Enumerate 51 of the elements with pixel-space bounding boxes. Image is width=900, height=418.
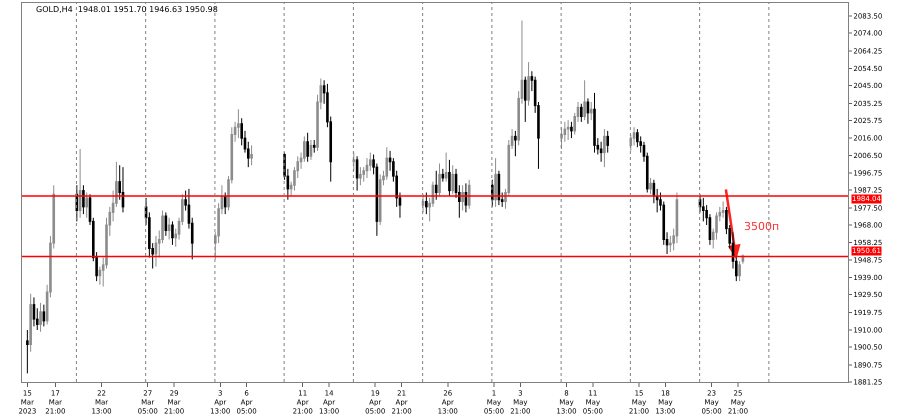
candlestick [122,166,124,213]
candlestick [464,182,468,213]
candlestick [237,108,240,139]
candlestick [224,192,227,215]
candlestick [82,184,85,215]
candlestick [26,329,29,374]
candlestick [468,179,471,210]
candlestick [250,144,253,166]
candlestick [32,296,36,327]
chart-title: GOLD,H4 1948.01 1951.70 1946.63 1950.98 [36,4,218,14]
candlestick [42,304,46,327]
candlestick [649,177,652,195]
candlestick [583,80,586,121]
candlestick [586,98,590,124]
candlestick [566,120,570,140]
candlestick [438,163,441,197]
candlestick [570,121,573,139]
candlestick [524,76,527,122]
candlestick [356,156,358,192]
candlestick [461,184,464,212]
candlestick [171,220,174,246]
candlestick [527,62,530,106]
candlestick [306,132,309,162]
candlestick [600,141,602,162]
candlestick [590,101,593,121]
candlestick [378,174,382,226]
candlestick [39,302,42,332]
candlestick [29,293,32,352]
candlestick [451,164,454,195]
candlestick [444,152,448,182]
candlestick [448,159,451,197]
candlestick [312,139,316,154]
candlestick [498,170,500,206]
candlestick [168,217,170,240]
candlestick [78,148,82,218]
candlestick [425,192,428,215]
candlestick [164,212,168,236]
candlestick [606,130,610,154]
candlestick [85,192,88,218]
annotation: 3500п [744,220,780,233]
candlestick [580,103,583,122]
candlestick [494,158,497,208]
candlestick [514,130,517,157]
candlestick [603,128,606,168]
candlestick [442,168,444,182]
candlestick [593,92,596,154]
candlestick [434,170,438,200]
candlestick [702,197,705,222]
candlestick [722,201,724,218]
candlestick [359,166,362,186]
candlestick [310,139,312,160]
